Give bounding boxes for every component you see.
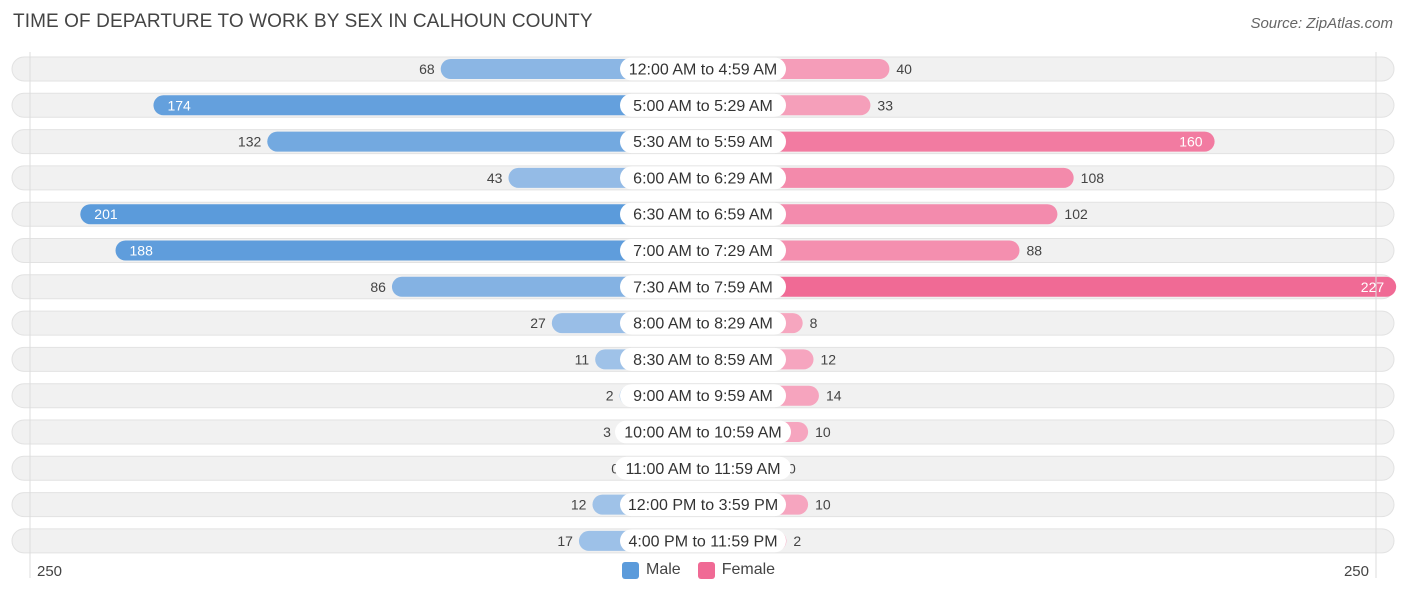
legend-item-male[interactable]: Male bbox=[622, 561, 681, 579]
male-value-label: 17 bbox=[557, 533, 573, 549]
female-bar bbox=[703, 204, 1058, 225]
axis-min-label: 250 bbox=[37, 563, 62, 580]
female-bar bbox=[703, 276, 1397, 297]
male-value-label: 11 bbox=[575, 351, 590, 367]
category-label: 6:30 AM to 6:59 AM bbox=[633, 207, 773, 224]
axis-max-label: 250 bbox=[1344, 563, 1369, 580]
chart-title: TIME OF DEPARTURE TO WORK BY SEX IN CALH… bbox=[13, 11, 593, 32]
legend-swatch-female bbox=[697, 561, 715, 579]
male-value-label: 68 bbox=[419, 61, 435, 77]
legend-item-female[interactable]: Female bbox=[697, 561, 776, 579]
female-value-label: 108 bbox=[1081, 170, 1105, 186]
category-label: 11:00 AM to 11:59 AM bbox=[625, 461, 780, 478]
category-label: 8:30 AM to 8:59 AM bbox=[633, 352, 773, 369]
category-label: 7:00 AM to 7:29 AM bbox=[633, 243, 773, 260]
female-bar bbox=[703, 131, 1215, 152]
category-label: 5:30 AM to 5:59 AM bbox=[633, 134, 773, 151]
male-bar bbox=[267, 131, 703, 152]
category-label: 4:00 PM to 11:59 PM bbox=[628, 533, 777, 550]
category-label: 7:30 AM to 7:59 AM bbox=[633, 279, 773, 296]
male-value-label: 43 bbox=[487, 170, 503, 186]
female-value-label: 10 bbox=[815, 497, 831, 513]
category-label: 6:00 AM to 6:29 AM bbox=[633, 170, 773, 187]
male-value-label: 188 bbox=[130, 243, 154, 259]
male-bar bbox=[153, 95, 703, 116]
female-value-label: 160 bbox=[1179, 134, 1203, 150]
female-value-label: 14 bbox=[826, 388, 842, 404]
category-pill bbox=[620, 202, 786, 226]
category-label: 10:00 AM to 10:59 AM bbox=[624, 425, 781, 442]
female-value-label: 40 bbox=[896, 61, 912, 77]
category-pill bbox=[620, 384, 786, 408]
category-pill bbox=[620, 493, 786, 517]
category-label: 12:00 AM to 4:59 AM bbox=[629, 62, 778, 79]
male-value-label: 201 bbox=[94, 206, 118, 222]
legend: Male Female bbox=[622, 561, 792, 579]
category-label: 5:00 AM to 5:29 AM bbox=[633, 98, 773, 115]
legend-label-male: Male bbox=[646, 561, 681, 578]
female-bar bbox=[703, 167, 1074, 188]
male-bar bbox=[80, 204, 704, 225]
male-bar bbox=[115, 240, 703, 261]
male-value-label: 174 bbox=[167, 97, 191, 113]
legend-label-female: Female bbox=[721, 561, 776, 578]
female-value-label: 2 bbox=[793, 533, 801, 549]
female-value-label: 227 bbox=[1361, 279, 1385, 295]
category-pill bbox=[620, 57, 786, 81]
female-value-label: 8 bbox=[810, 315, 818, 331]
category-pill bbox=[615, 456, 791, 480]
female-value-label: 102 bbox=[1064, 206, 1088, 222]
category-pill bbox=[620, 93, 786, 117]
female-value-label: 10 bbox=[815, 424, 831, 440]
category-pill bbox=[620, 347, 786, 371]
female-value-label: 88 bbox=[1026, 243, 1042, 259]
female-value-label: 12 bbox=[821, 351, 837, 367]
category-pill bbox=[620, 275, 786, 299]
male-value-label: 132 bbox=[238, 134, 262, 150]
category-label: 9:00 AM to 9:59 AM bbox=[633, 388, 773, 405]
source-note: Source: ZipAtlas.com bbox=[1250, 15, 1393, 32]
category-pill bbox=[620, 166, 786, 190]
category-pill bbox=[620, 130, 786, 154]
male-value-label: 3 bbox=[603, 424, 611, 440]
category-pill bbox=[620, 239, 786, 262]
male-value-label: 27 bbox=[530, 315, 546, 331]
category-pill bbox=[620, 311, 786, 335]
category-pill bbox=[620, 529, 786, 553]
female-value-label: 33 bbox=[877, 97, 893, 113]
category-pill bbox=[615, 420, 791, 444]
male-value-label: 86 bbox=[370, 279, 386, 295]
legend-swatch-male bbox=[622, 561, 639, 579]
male-value-label: 12 bbox=[571, 497, 587, 513]
male-value-label: 2 bbox=[606, 388, 614, 404]
female-value-label: 0 bbox=[788, 460, 796, 476]
category-label: 8:00 AM to 8:29 AM bbox=[633, 316, 773, 333]
category-label: 12:00 PM to 3:59 PM bbox=[628, 497, 778, 514]
